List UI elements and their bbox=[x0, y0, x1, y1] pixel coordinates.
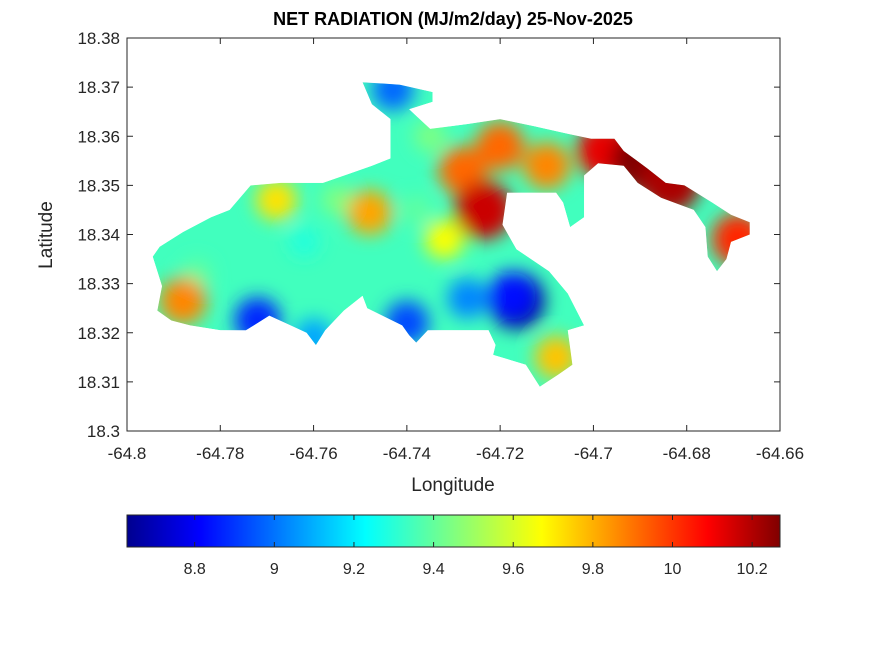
x-tick-label: -64.68 bbox=[663, 444, 711, 463]
colorbar-tick-label: 9.6 bbox=[502, 561, 524, 578]
heatmap-cell bbox=[475, 121, 525, 171]
colorbar-tick-label: 10 bbox=[664, 561, 682, 578]
y-axis: 18.3 18.31 18.32 18.33 18.34 18.35 18.36 18.37 1… bbox=[77, 29, 780, 441]
heatmap-cell bbox=[321, 184, 353, 216]
x-tick-label: -64.72 bbox=[476, 444, 524, 463]
heatmap-cell bbox=[159, 277, 207, 325]
heatmap-cell bbox=[487, 271, 536, 320]
colorbar-tick-label: 8.8 bbox=[184, 561, 206, 578]
heatmap-cell bbox=[454, 180, 514, 240]
colorbar-ticks: 8.8 9 9.2 9.4 9.6 9.8 10 10.2 bbox=[184, 515, 768, 578]
heatmap-cell bbox=[447, 278, 488, 319]
x-tick-label: -64.78 bbox=[196, 444, 244, 463]
y-tick-label: 18.35 bbox=[77, 176, 120, 195]
y-tick-label: 18.32 bbox=[77, 324, 120, 343]
colorbar-tick-label: 9 bbox=[270, 561, 279, 578]
y-tick-label: 18.38 bbox=[77, 29, 120, 48]
y-tick-label: 18.3 bbox=[87, 422, 120, 441]
heatmap-cell bbox=[523, 142, 571, 190]
heatmap-cell bbox=[534, 335, 578, 379]
x-tick-label: -64.7 bbox=[574, 444, 613, 463]
x-tick-label: -64.76 bbox=[289, 444, 337, 463]
y-tick-label: 18.37 bbox=[77, 78, 120, 97]
colorbar-tick-label: 9.4 bbox=[422, 561, 444, 578]
heatmap-cell bbox=[371, 82, 415, 111]
y-tick-label: 18.36 bbox=[77, 127, 120, 146]
colorbar-tick-label: 10.2 bbox=[737, 561, 768, 578]
x-axis: -64.8 -64.78 -64.76 -64.74 -64.72 -64.7 -64.68… bbox=[108, 38, 804, 463]
heatmap-cell bbox=[424, 219, 464, 259]
y-tick-label: 18.31 bbox=[77, 373, 120, 392]
heatmap-cell bbox=[255, 179, 297, 221]
heatmap-cell bbox=[347, 190, 392, 235]
y-tick-label: 18.34 bbox=[77, 226, 120, 245]
colorbar-tick-label: 9.2 bbox=[343, 561, 365, 578]
chart-title: NET RADIATION (MJ/m2/day) 25-Nov-2025 bbox=[273, 9, 633, 29]
x-tick-label: -64.8 bbox=[108, 444, 147, 463]
colorbar-tick-label: 9.8 bbox=[582, 561, 604, 578]
x-axis-label: Longitude bbox=[411, 475, 494, 496]
y-tick-label: 18.33 bbox=[77, 275, 120, 294]
x-tick-label: -64.66 bbox=[756, 444, 804, 463]
colorbar bbox=[126, 514, 781, 548]
x-tick-label: -64.74 bbox=[383, 444, 431, 463]
heatmap-cell bbox=[401, 195, 431, 225]
heatmap-cell bbox=[288, 226, 320, 258]
y-axis-label: Latitude bbox=[36, 201, 57, 269]
heatmap-cell bbox=[414, 120, 446, 152]
